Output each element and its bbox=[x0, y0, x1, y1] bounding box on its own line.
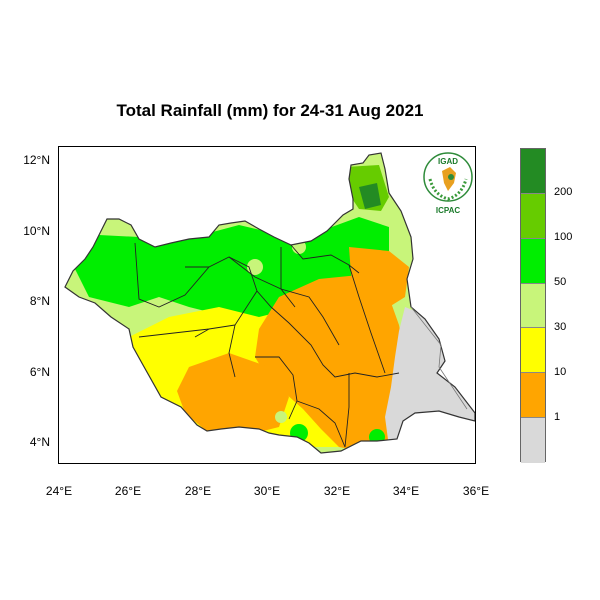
map-plot-area bbox=[58, 146, 476, 464]
legend-swatch bbox=[521, 328, 545, 374]
legend-swatch bbox=[521, 193, 545, 239]
logo-icpac-text: ICPAC bbox=[436, 206, 461, 215]
lon-tick-28e: 28°E bbox=[184, 484, 212, 498]
legend-swatch bbox=[521, 373, 545, 419]
lon-tick-24e: 24°E bbox=[45, 484, 73, 498]
lon-tick-36e: 36°E bbox=[462, 484, 490, 498]
legend-label: 1 bbox=[554, 411, 561, 423]
lon-tick-26e: 26°E bbox=[114, 484, 142, 498]
lat-tick-8n: 8°N bbox=[29, 294, 50, 308]
legend-label: 30 bbox=[554, 321, 567, 333]
lat-tick-4n: 4°N bbox=[29, 435, 50, 449]
lon-tick-34e: 34°E bbox=[392, 484, 420, 498]
legend-swatch bbox=[521, 418, 545, 463]
legend-swatch bbox=[521, 283, 545, 329]
lat-tick-6n: 6°N bbox=[29, 365, 50, 379]
lat-tick-12n: 12°N bbox=[23, 153, 50, 167]
legend-label: 10 bbox=[554, 366, 567, 378]
igad-icpac-logo: IGAD ICPAC bbox=[420, 151, 476, 217]
rainfall-map bbox=[64, 152, 475, 454]
lon-tick-30e: 30°E bbox=[253, 484, 281, 498]
legend-label: 100 bbox=[554, 231, 573, 243]
legend-swatch bbox=[521, 238, 545, 284]
legend-swatch bbox=[521, 149, 545, 194]
lat-tick-10n: 10°N bbox=[23, 224, 50, 238]
map-title: Total Rainfall (mm) for 24-31 Aug 2021 bbox=[116, 101, 424, 120]
logo-igad-text: IGAD bbox=[438, 157, 458, 166]
legend-label: 50 bbox=[554, 276, 567, 288]
lon-tick-32e: 32°E bbox=[323, 484, 351, 498]
legend-colorbar bbox=[520, 148, 546, 463]
legend-label: 200 bbox=[554, 186, 573, 198]
